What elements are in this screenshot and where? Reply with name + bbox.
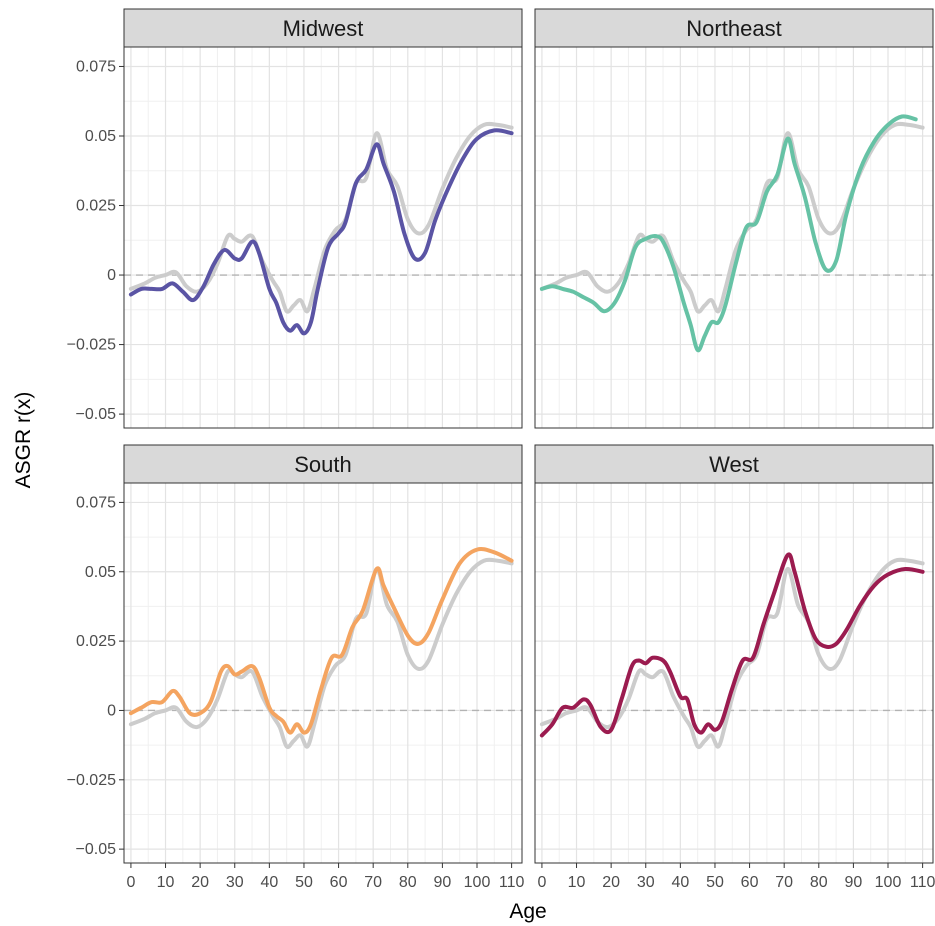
y-tick-label: −0.025	[67, 772, 116, 789]
panel-midwest: Midwest −0.05 −0.025 0 0.025 0.05 0.075	[67, 8, 523, 429]
y-tick-label: 0.075	[76, 58, 116, 75]
y-tick-label: −0.05	[76, 406, 117, 423]
strip-label-midwest: Midwest	[283, 16, 364, 41]
x-tick-label: 50	[706, 874, 724, 891]
x-tick-label: 110	[499, 874, 525, 891]
series-line-national	[128, 121, 514, 314]
x-tick-label: 60	[330, 874, 348, 891]
y-tick-label: −0.025	[67, 337, 116, 354]
y-tick-label: 0.075	[76, 494, 116, 511]
y-tick-label: 0	[107, 702, 116, 719]
y-tick-label: 0.05	[85, 128, 116, 145]
series-line-south	[128, 546, 514, 735]
panels-layer: Midwest −0.05 −0.025 0 0.025 0.05 0.075 Northea…	[67, 8, 935, 891]
panel-border-south	[123, 482, 523, 864]
strip-label-west: West	[709, 452, 759, 477]
panel-border-midwest	[123, 46, 523, 429]
series-line-national	[128, 557, 514, 749]
x-tick-label: 80	[399, 874, 417, 891]
series-line-national	[539, 121, 925, 314]
panel-background-south	[124, 483, 522, 863]
x-tick-label: 40	[260, 874, 278, 891]
x-tick-label: 40	[671, 874, 689, 891]
strip-label-south: South	[294, 452, 352, 477]
x-tick-label: 60	[741, 874, 759, 891]
panel-south: South −0.05 −0.025 0 0.025 0.05 0.075 0 10 20 30 40…	[67, 444, 525, 891]
panel-northeast: Northeast	[534, 8, 934, 429]
series-line-west	[539, 552, 925, 738]
x-tick-label: 0	[537, 874, 546, 891]
x-tick-label: 110	[910, 874, 935, 891]
x-tick-label: 90	[434, 874, 452, 891]
y-tick-label: 0.05	[85, 564, 116, 581]
x-tick-label: 50	[295, 874, 313, 891]
x-tick-label: 30	[637, 874, 655, 891]
y-tick-label: 0.025	[76, 633, 116, 650]
x-tick-label: 30	[226, 874, 244, 891]
strip-west	[534, 444, 934, 484]
y-tick-label: 0	[107, 267, 116, 284]
y-tick-label: 0.025	[76, 198, 116, 215]
x-tick-label: 20	[191, 874, 209, 891]
x-tick-label: 10	[568, 874, 586, 891]
strip-midwest	[123, 8, 523, 48]
y-tick-label: −0.05	[76, 841, 117, 858]
x-tick-label: 100	[464, 874, 491, 891]
series-line-national	[539, 557, 925, 749]
x-tick-label: 0	[126, 874, 135, 891]
panel-border-west	[534, 482, 934, 864]
y-axis-title: ASGR r(x)	[12, 392, 35, 489]
x-tick-label: 70	[775, 874, 793, 891]
x-tick-label: 10	[157, 874, 175, 891]
x-tick-label: 70	[364, 874, 382, 891]
panel-background-midwest	[124, 47, 522, 428]
x-tick-label: 80	[810, 874, 828, 891]
x-tick-label: 90	[845, 874, 863, 891]
panel-border-northeast	[534, 46, 934, 429]
series-line-northeast	[539, 114, 918, 353]
panel-background-west	[535, 483, 933, 863]
strip-northeast	[534, 8, 934, 48]
panel-west: West 0 10 20 30 40 50 60 70 80 90 100 110	[534, 444, 935, 891]
series-line-midwest	[128, 128, 514, 336]
x-tick-label: 100	[875, 874, 902, 891]
x-axis-title: Age	[509, 900, 546, 923]
x-tick-label: 20	[602, 874, 620, 891]
strip-label-northeast: Northeast	[686, 16, 781, 41]
panel-background-northeast	[535, 47, 933, 428]
